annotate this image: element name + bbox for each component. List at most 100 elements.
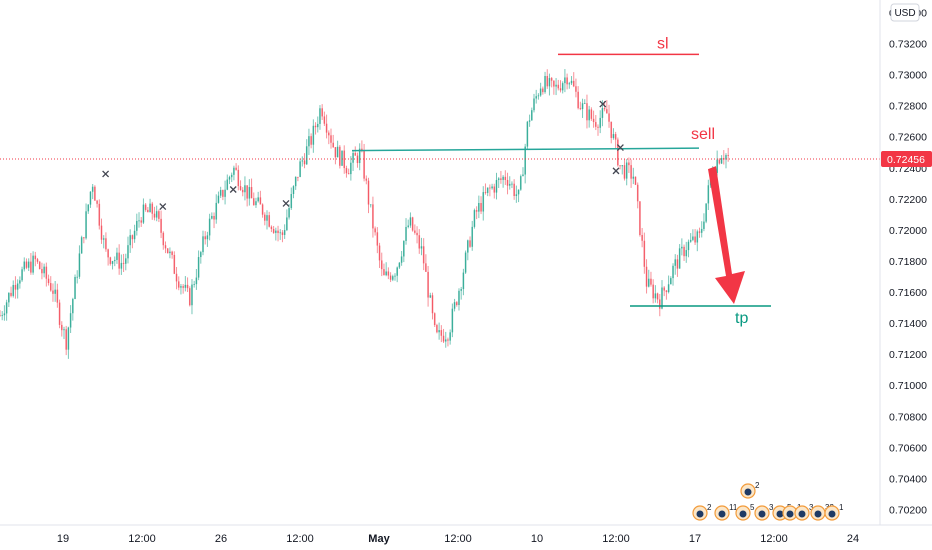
candle-body — [555, 84, 557, 87]
candle-body — [537, 95, 540, 97]
candle-body — [352, 152, 354, 163]
candle-body — [694, 236, 696, 243]
x-markers-group — [102, 100, 624, 211]
candle-body — [442, 335, 445, 342]
candle-body — [308, 136, 310, 147]
candle-body — [204, 236, 207, 240]
candle-body — [297, 176, 299, 178]
candle-body — [592, 118, 595, 123]
candle-body — [321, 108, 323, 117]
candle-body — [155, 211, 158, 218]
candle-body — [129, 235, 131, 246]
candle-body — [725, 155, 727, 160]
candle-body — [436, 325, 438, 333]
take-profit-label: tp — [735, 310, 748, 327]
candle-body — [65, 329, 67, 350]
candle-body — [590, 109, 593, 119]
candle-body — [566, 77, 568, 85]
candle-body — [294, 176, 297, 187]
event-count: 3 — [809, 503, 814, 512]
event-icons[interactable]: 221153513331 — [692, 481, 844, 521]
candle-body — [94, 186, 96, 201]
candle-body — [531, 110, 533, 121]
candles-group — [0, 69, 729, 359]
candle-body — [102, 238, 105, 240]
x-marker — [616, 144, 624, 152]
candle-body — [169, 251, 171, 254]
candle-body — [619, 165, 621, 167]
candle-body — [312, 125, 315, 145]
candle-body — [398, 262, 401, 268]
x-tick-label: 17 — [689, 533, 701, 545]
candle-body — [118, 252, 120, 269]
candle-body — [475, 210, 478, 212]
currency-badge[interactable]: USD — [890, 3, 920, 22]
candle-body — [451, 308, 454, 333]
y-tick-label: 0.71000 — [889, 380, 927, 392]
candle-body — [469, 240, 471, 247]
candle-body — [526, 121, 529, 147]
candle-body — [133, 230, 136, 240]
candle-body — [213, 215, 215, 220]
candle-body — [632, 176, 635, 179]
candle-body — [354, 152, 357, 156]
x-marker — [229, 186, 237, 193]
candle-body — [334, 147, 337, 158]
candle-body — [378, 245, 381, 261]
y-tick-label: 0.73200 — [889, 38, 927, 50]
candle-body — [489, 187, 491, 189]
candle-body — [111, 261, 114, 264]
candle-body — [131, 235, 134, 240]
candle-body — [259, 197, 262, 205]
candle-body — [559, 88, 562, 91]
candle-body — [358, 148, 361, 164]
candle-body — [696, 231, 699, 243]
candle-body — [235, 167, 237, 170]
candle-body — [25, 261, 28, 268]
candle-body — [665, 290, 668, 293]
candle-body — [188, 288, 191, 306]
candle-body — [667, 284, 670, 293]
candle-body — [524, 146, 526, 175]
candle-body — [72, 298, 74, 314]
candle-body — [250, 187, 253, 199]
candle-body — [444, 339, 447, 342]
candle-body — [5, 302, 8, 314]
x-tick-label: 12:00 — [602, 533, 630, 545]
candle-body — [583, 103, 586, 105]
candle-body — [603, 108, 606, 110]
candle-body — [561, 83, 564, 91]
candle-body — [14, 284, 17, 290]
candle-body — [107, 249, 109, 258]
candle-body — [162, 232, 165, 246]
time-axis[interactable]: 19 12:00 26 12:00 May 12:00 10 12:00 17 12:00 24 — [57, 533, 859, 545]
candle-body — [241, 189, 244, 193]
candle-body — [339, 146, 341, 166]
candle-body — [140, 220, 143, 223]
candle-body — [116, 252, 118, 260]
candle-body — [372, 204, 374, 229]
candle-body — [493, 186, 496, 193]
x-tick-label: May — [368, 533, 390, 545]
candle-body — [184, 284, 187, 288]
candle-body — [58, 302, 61, 325]
entry-line[interactable] — [351, 147, 700, 152]
event-flag-icon — [758, 510, 766, 518]
candle-body — [460, 289, 462, 291]
candle-body — [144, 204, 147, 210]
candle-body — [652, 284, 654, 299]
candle-body — [420, 246, 423, 249]
candle-body — [109, 257, 112, 264]
candle-body — [647, 278, 650, 287]
candle-body — [455, 302, 458, 306]
event-count: 2 — [755, 481, 760, 490]
candle-body — [539, 88, 542, 96]
candle-body — [314, 125, 317, 128]
candle-body — [124, 258, 127, 264]
candle-body — [369, 204, 372, 206]
candle-body — [47, 278, 50, 284]
sell-arrow[interactable] — [708, 166, 745, 304]
candle-body — [670, 278, 672, 285]
candle-body — [440, 330, 443, 336]
